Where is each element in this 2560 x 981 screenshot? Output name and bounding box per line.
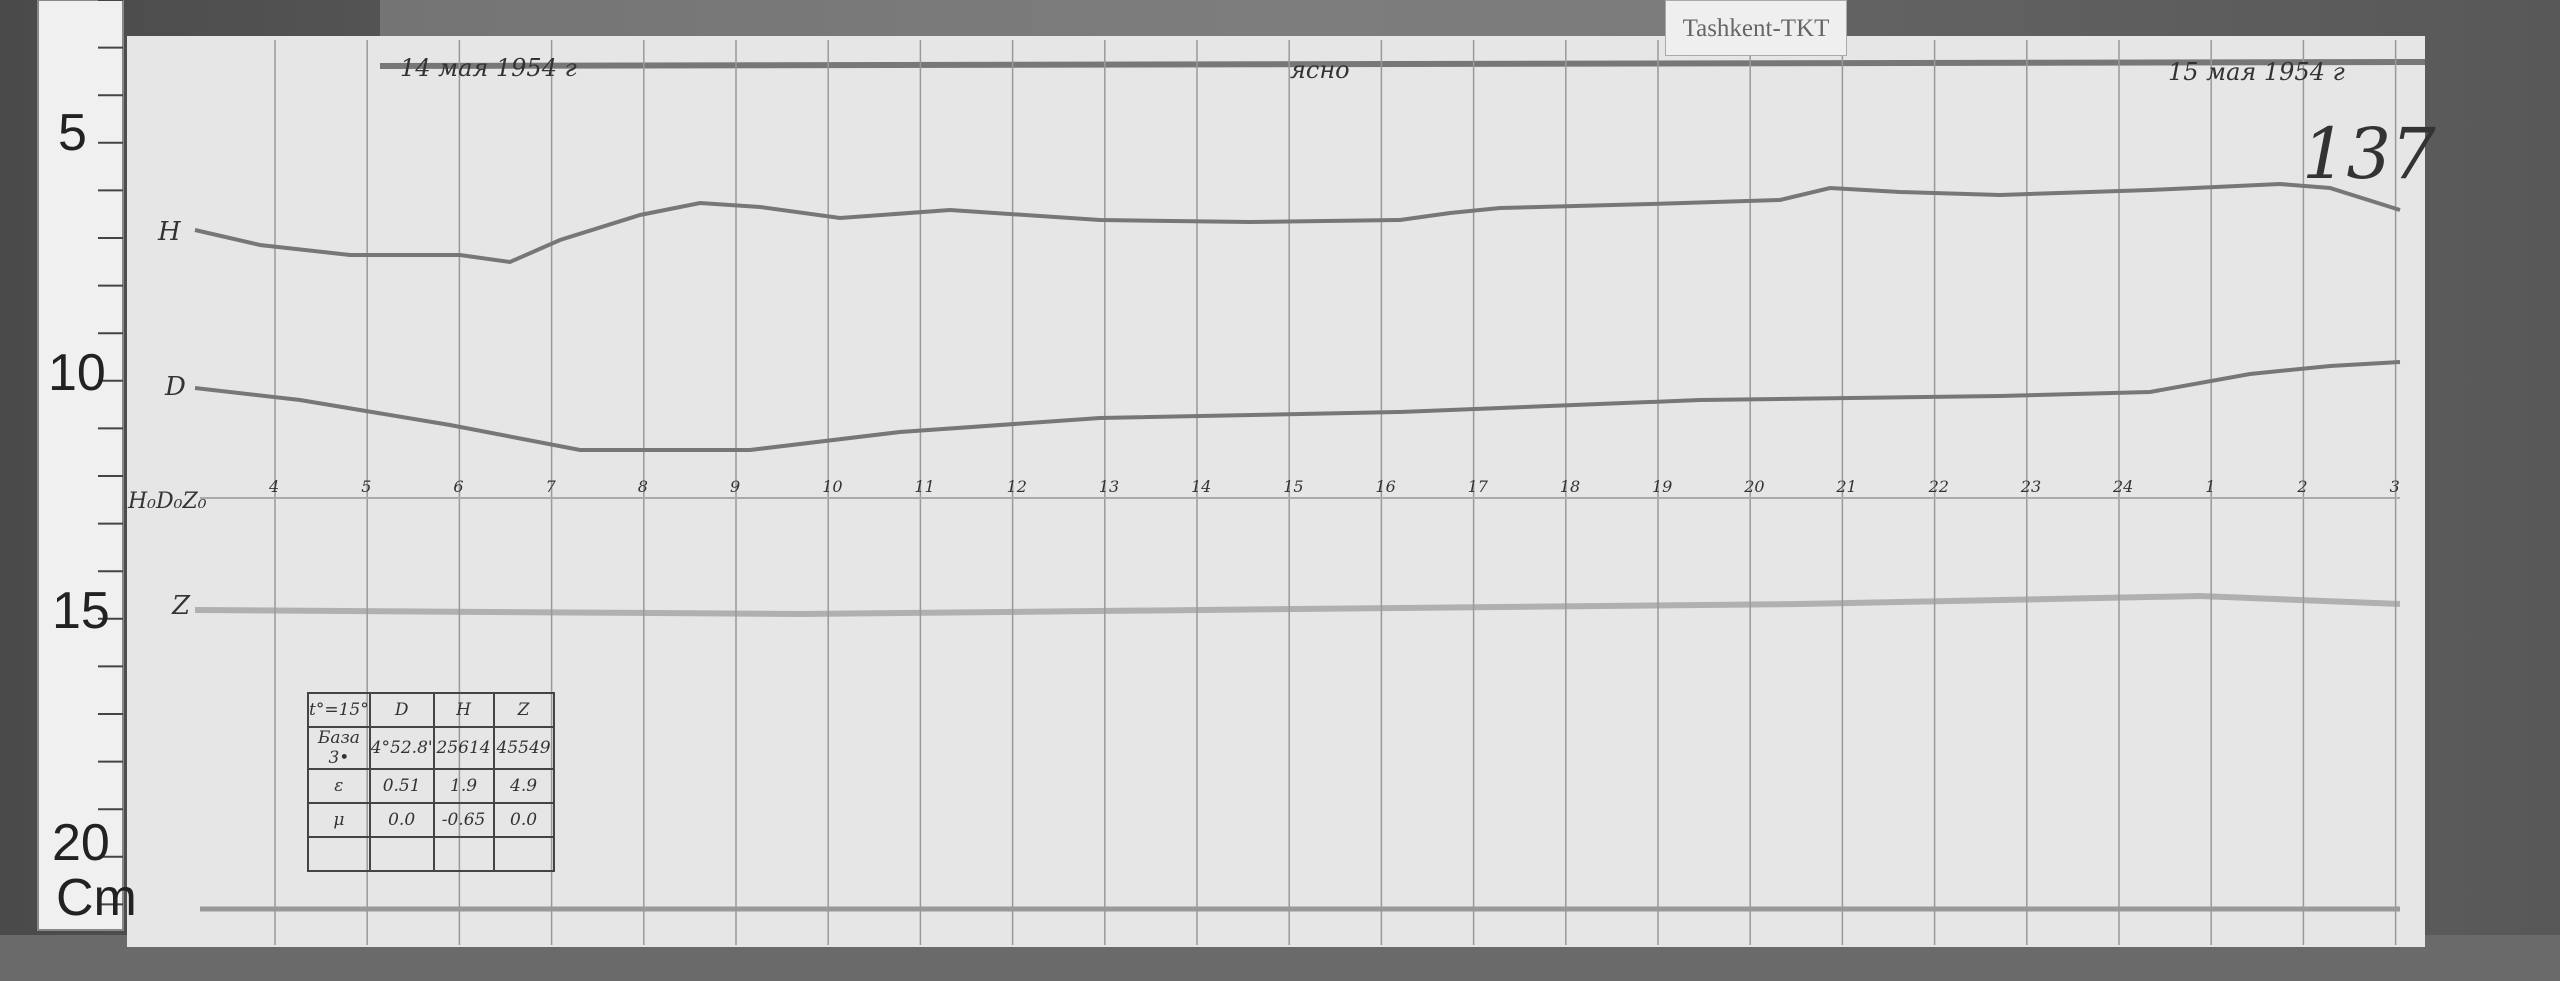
hour-tick-label: 20 <box>1743 477 1764 496</box>
table-cell: D <box>368 692 435 728</box>
note: ясно <box>1290 56 1350 84</box>
ruler-mark: 20 <box>52 814 110 872</box>
table-cell: Z <box>492 692 555 728</box>
table-cell: База 3• <box>307 726 371 770</box>
table-header-row: t°=15° D H Z <box>307 692 555 728</box>
ruler-unit: Cm <box>56 869 137 927</box>
hour-tick-label: 7 <box>546 477 557 496</box>
label-baseline: H₀D₀Z₀ <box>127 489 207 514</box>
table-cell: 0.51 <box>368 768 435 804</box>
table-cell: 4.9 <box>492 768 555 804</box>
hour-tick-label: 4 <box>268 477 279 496</box>
hour-tick-label: 22 <box>1928 477 1949 496</box>
hour-tick-label: 5 <box>361 477 371 496</box>
table-cell: 4°52.8' <box>368 726 435 770</box>
hour-tick-label: 1 <box>2205 477 2215 496</box>
hour-tick-label: 2 <box>2296 477 2307 496</box>
table-row: ε 0.51 1.9 4.9 <box>307 768 555 804</box>
table-row: База 3• 4°52.8' 25614 45549 <box>307 726 555 770</box>
hour-tick-label: 12 <box>1007 477 1027 496</box>
table-cell: 25614 <box>432 726 495 770</box>
table-cell: 0.0 <box>492 802 555 838</box>
station-label: Tashkent-TKT <box>1665 0 1847 56</box>
table-cell: -0.65 <box>432 802 495 838</box>
label-h: H <box>157 217 182 247</box>
label-z: Z <box>171 591 191 621</box>
sheet-number: 137 <box>2302 113 2436 195</box>
hour-tick-label: 14 <box>1191 477 1211 496</box>
table-cell <box>492 836 555 872</box>
ruler-mark: 10 <box>48 344 106 402</box>
trace-h <box>194 181 2401 265</box>
table-row <box>307 836 555 872</box>
table-cell <box>307 836 371 872</box>
table-cell <box>432 836 495 872</box>
hour-tick-label: 23 <box>2020 477 2041 496</box>
hour-tick-label: 10 <box>822 477 842 496</box>
hour-tick-label: 21 <box>1835 477 1856 496</box>
trace-z <box>194 592 2401 618</box>
hour-tick-label: 19 <box>1652 477 1672 496</box>
date-end: 15 мая 1954 г <box>2168 58 2345 86</box>
hour-tick-label: 6 <box>453 477 463 496</box>
hour-tick-label: 8 <box>638 477 648 496</box>
table-row: μ 0.0 -0.65 0.0 <box>307 802 555 838</box>
ruler-mark: 5 <box>58 104 87 162</box>
hour-tick-label: 18 <box>1560 477 1580 496</box>
table-cell: 1.9 <box>432 768 495 804</box>
table-cell: μ <box>307 802 371 838</box>
trace-d <box>194 360 2401 452</box>
date-start: 14 мая 1954 г <box>400 54 577 82</box>
table-cell: 0.0 <box>368 802 435 838</box>
hour-tick-label: 24 <box>2112 477 2133 496</box>
ruler <box>37 0 124 931</box>
table-cell <box>368 836 435 872</box>
calibration-table: t°=15° D H Z База 3• 4°52.8' 25614 45549… <box>307 692 555 872</box>
hour-tick-label: 11 <box>914 477 934 496</box>
hour-tick-label: 13 <box>1099 477 1119 496</box>
tape-edge <box>379 59 2426 69</box>
ruler-mark: 15 <box>52 582 110 640</box>
hour-tick-label: 15 <box>1283 477 1303 496</box>
table-cell: ε <box>307 768 371 804</box>
hour-tick-label: 3 <box>2390 477 2400 496</box>
table-cell: 45549 <box>492 726 555 770</box>
table-cell: t°=15° <box>307 692 371 728</box>
hour-tick-label: 16 <box>1375 477 1395 496</box>
hour-tick-label: 9 <box>730 477 740 496</box>
label-d: D <box>164 372 186 402</box>
table-cell: H <box>432 692 495 728</box>
hour-tick-label: 17 <box>1468 477 1489 496</box>
